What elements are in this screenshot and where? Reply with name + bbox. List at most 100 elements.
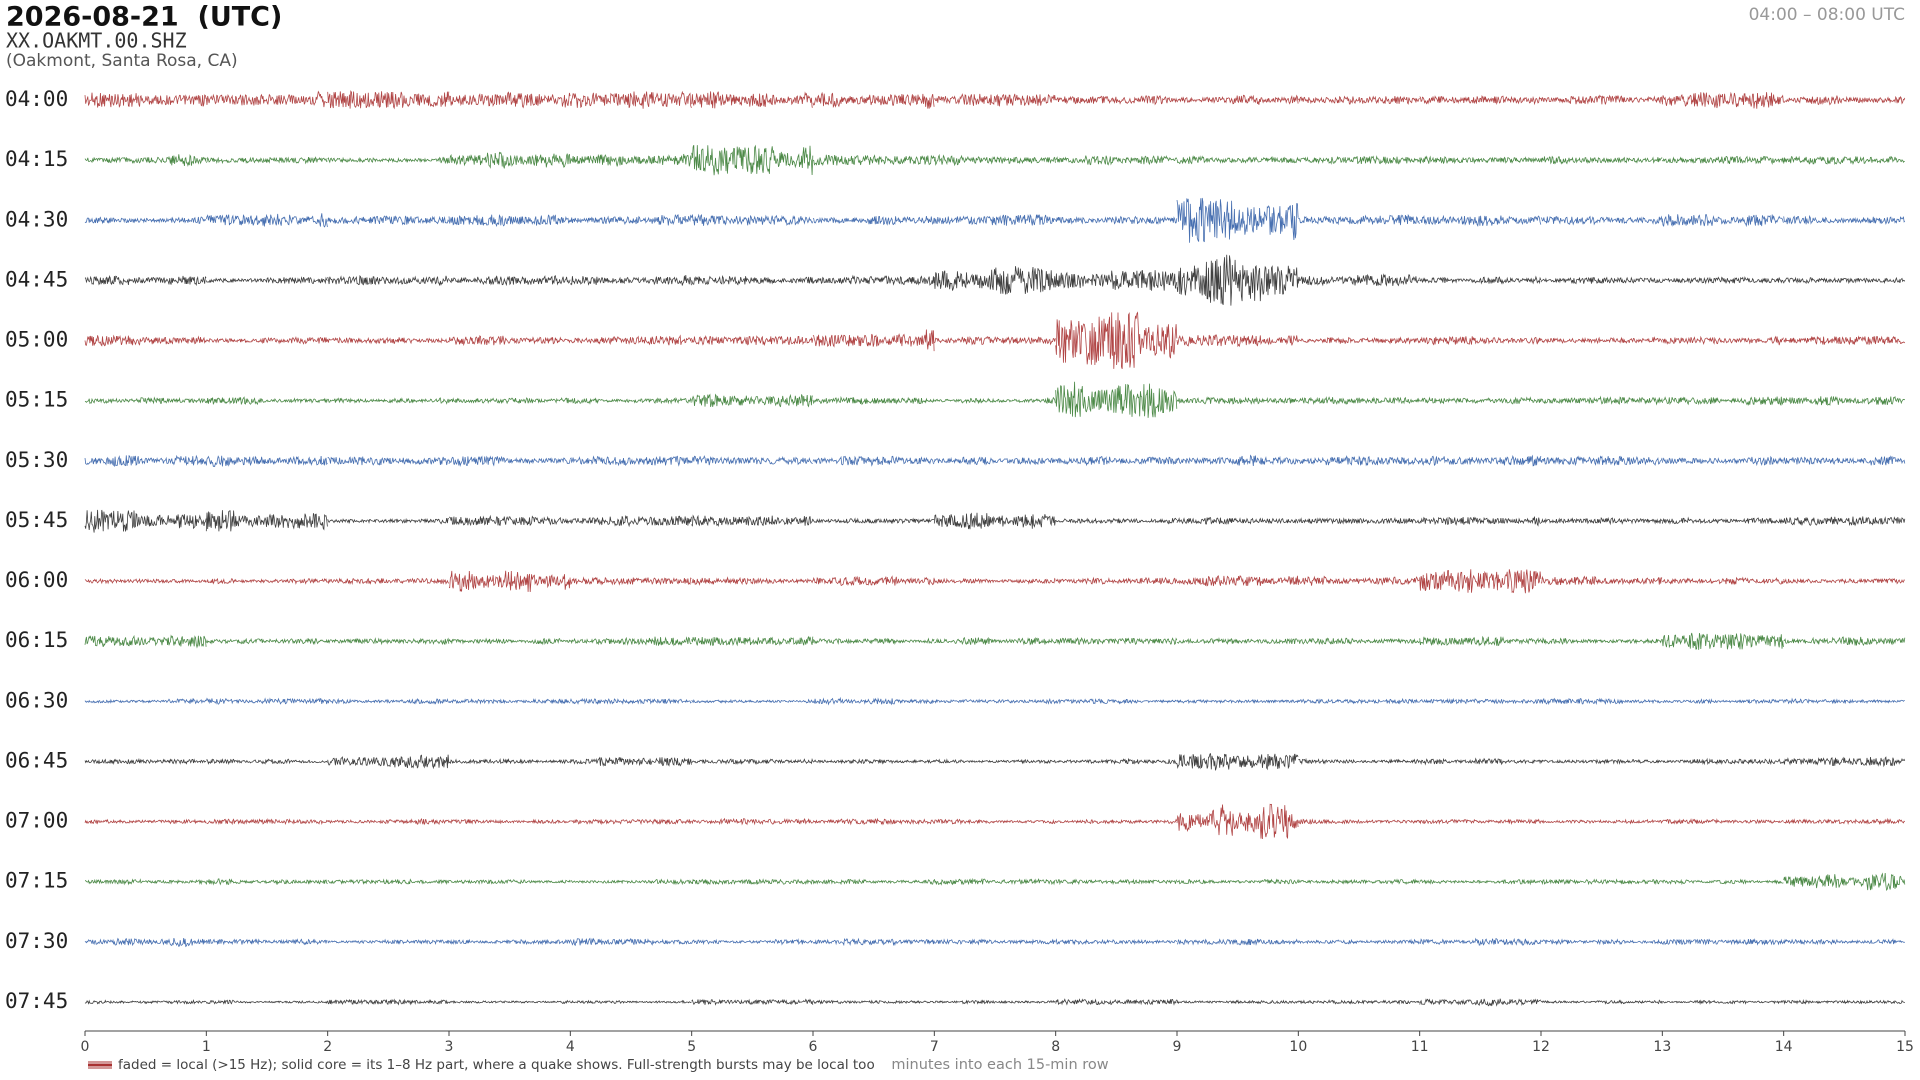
row-label: 04:45 bbox=[5, 267, 68, 291]
trace-segment bbox=[448, 335, 571, 347]
trace-segment bbox=[84, 999, 207, 1005]
trace-segment bbox=[1055, 818, 1178, 825]
row-label: 06:30 bbox=[5, 688, 68, 712]
trace-segment bbox=[327, 215, 450, 226]
trace-segment bbox=[1055, 270, 1178, 291]
trace-segment bbox=[1783, 817, 1905, 826]
trace-segment bbox=[84, 275, 207, 287]
trace-segment bbox=[448, 999, 571, 1005]
trace-segment bbox=[933, 758, 1056, 765]
trace-segment bbox=[1055, 311, 1178, 370]
trace-segment bbox=[1540, 517, 1663, 526]
trace-segment bbox=[812, 696, 935, 706]
trace-segment bbox=[448, 938, 571, 946]
trace-segment bbox=[1783, 395, 1906, 406]
trace-segment bbox=[934, 999, 1056, 1005]
trace-segment bbox=[1661, 576, 1784, 586]
trace-segment bbox=[448, 397, 571, 405]
trace-segment bbox=[812, 937, 935, 947]
trace-segment bbox=[691, 817, 813, 826]
trace-segment bbox=[691, 455, 813, 466]
trace-segment bbox=[1419, 937, 1542, 946]
trace-segment bbox=[1055, 517, 1178, 525]
trace-segment bbox=[1055, 878, 1178, 886]
trace-segment bbox=[570, 878, 692, 886]
trace-segment bbox=[1176, 396, 1299, 405]
trace-segment bbox=[1419, 998, 1542, 1007]
trace-segment bbox=[933, 577, 1056, 585]
trace-segment bbox=[205, 213, 328, 228]
trace-segment bbox=[1176, 517, 1299, 525]
trace-segment bbox=[448, 758, 571, 765]
trace-segment bbox=[1055, 155, 1178, 166]
trace-segment bbox=[691, 275, 814, 286]
trace-segment bbox=[327, 577, 450, 585]
trace-segment bbox=[1661, 91, 1784, 109]
trace-segment bbox=[1176, 938, 1299, 946]
trace-segment bbox=[327, 90, 450, 110]
trace-segment bbox=[327, 397, 450, 405]
station-location: (Oakmont, Santa Rosa, CA) bbox=[6, 51, 238, 71]
trace-segment bbox=[1298, 455, 1420, 467]
trace-segment bbox=[1176, 637, 1299, 645]
trace-segment bbox=[1540, 215, 1663, 226]
trace-segment bbox=[84, 937, 207, 948]
trace-segment bbox=[1661, 155, 1784, 165]
x-axis-label: minutes into each 15-min row bbox=[891, 1057, 1108, 1073]
chart-title: 2026-08-21 (UTC) bbox=[6, 2, 282, 33]
trace-segment bbox=[205, 938, 328, 946]
trace-segment bbox=[327, 456, 450, 466]
trace-segment bbox=[84, 634, 207, 649]
trace-segment bbox=[934, 93, 1056, 107]
trace-segment bbox=[448, 275, 571, 287]
trace-segment bbox=[1783, 276, 1906, 285]
trace-segment bbox=[1176, 197, 1299, 243]
trace-segment bbox=[84, 697, 207, 705]
trace-segment bbox=[1540, 758, 1663, 765]
trace-segment bbox=[1297, 938, 1420, 945]
trace-segment bbox=[1298, 637, 1420, 645]
trace-segment bbox=[1662, 757, 1784, 766]
trace-segment bbox=[691, 635, 814, 647]
trace-segment bbox=[84, 396, 207, 405]
trace-segment bbox=[1176, 999, 1299, 1005]
trace-segment bbox=[812, 517, 935, 525]
trace-segment bbox=[206, 817, 328, 826]
trace-segment bbox=[1540, 276, 1663, 285]
trace-segment bbox=[691, 576, 814, 586]
trace-segment bbox=[84, 818, 207, 825]
trace-segment bbox=[933, 213, 1056, 226]
trace-segment bbox=[1540, 336, 1663, 345]
trace-segment bbox=[812, 575, 935, 587]
trace-segment bbox=[570, 818, 692, 826]
trace-segment bbox=[1176, 454, 1299, 467]
trace-segment bbox=[812, 455, 935, 467]
trace-segment bbox=[691, 938, 813, 946]
trace-segment bbox=[1055, 215, 1178, 225]
trace-segment bbox=[84, 154, 207, 167]
trace-segment bbox=[205, 90, 328, 108]
trace-segment bbox=[691, 698, 814, 704]
trace-segment bbox=[1419, 818, 1542, 826]
row-label: 07:00 bbox=[5, 809, 68, 833]
trace-segment bbox=[1783, 938, 1905, 946]
trace-segment bbox=[569, 636, 692, 647]
trace-segment bbox=[1419, 454, 1542, 467]
trace-segment bbox=[1419, 335, 1542, 346]
trace-segment bbox=[84, 577, 207, 585]
trace-segment bbox=[1176, 698, 1299, 705]
trace-segment bbox=[812, 878, 935, 886]
trace-segment bbox=[1661, 335, 1784, 346]
trace-segment bbox=[1419, 396, 1542, 405]
station-code: XX.OAKMT.00.SHZ bbox=[6, 29, 187, 53]
trace-segment bbox=[1783, 999, 1905, 1005]
row-label: 06:15 bbox=[5, 628, 68, 652]
trace-segment bbox=[1176, 254, 1299, 306]
x-tick-label: 14 bbox=[1775, 1039, 1793, 1055]
trace-segment bbox=[1419, 155, 1542, 165]
trace-segment bbox=[1783, 214, 1906, 225]
trace-segment bbox=[812, 329, 935, 352]
trace-segment bbox=[84, 509, 207, 533]
